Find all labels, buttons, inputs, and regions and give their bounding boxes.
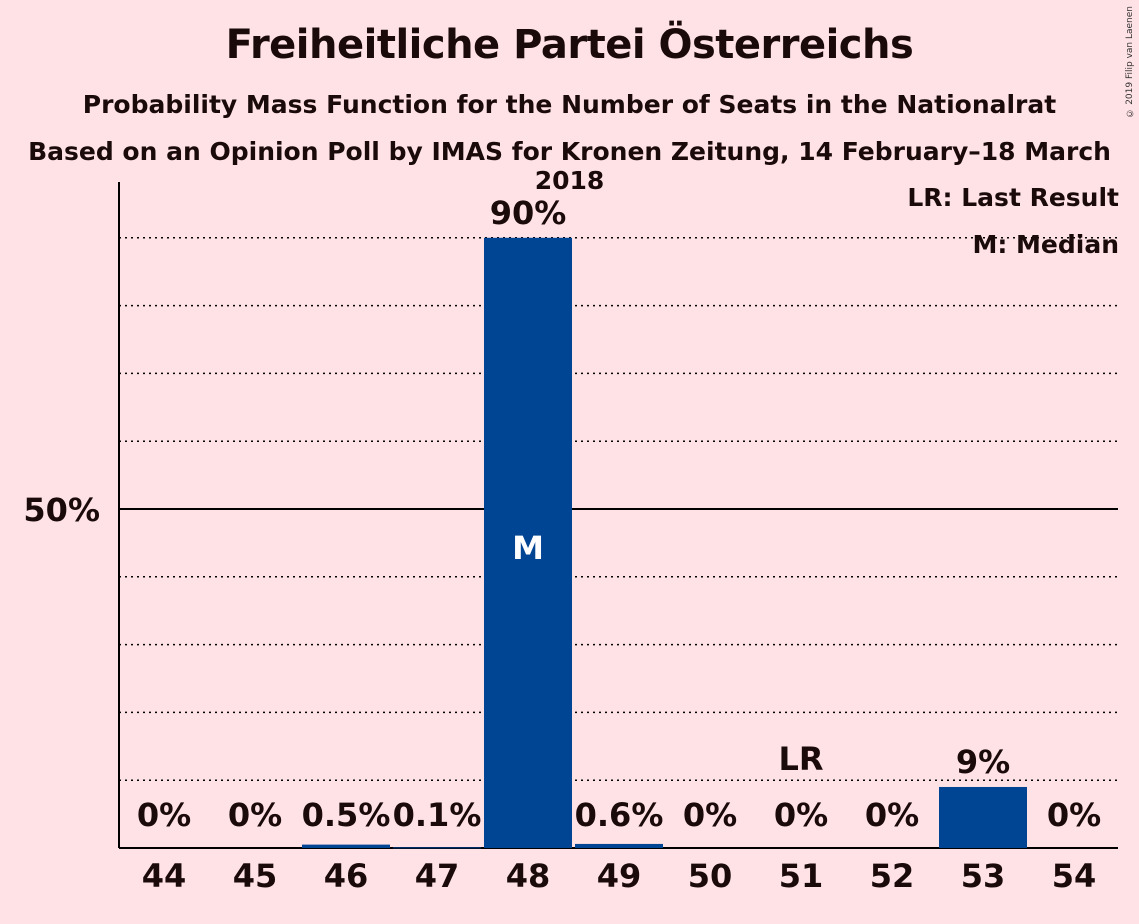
legend-median: M: Median xyxy=(972,230,1119,259)
x-tick-label-53: 53 xyxy=(961,857,1006,895)
x-tick-label-49: 49 xyxy=(597,857,642,895)
bar-47 xyxy=(393,847,481,849)
x-tick-label-50: 50 xyxy=(688,857,733,895)
data-label-46: 0.5% xyxy=(302,796,391,834)
data-label-47: 0.1% xyxy=(393,796,482,834)
data-label-50: 0% xyxy=(683,796,737,834)
bar-48 xyxy=(484,237,572,849)
bar-46 xyxy=(302,844,390,848)
median-marker: M xyxy=(512,529,544,567)
bar-49 xyxy=(575,843,663,848)
chart-source-line: Based on an Opinion Poll by IMAS for Kro… xyxy=(28,137,1111,195)
bar-53 xyxy=(939,786,1027,848)
y-tick-label: 50% xyxy=(23,491,100,529)
data-label-44: 0% xyxy=(137,796,191,834)
data-label-48: 90% xyxy=(490,194,567,232)
data-label-52: 0% xyxy=(865,796,919,834)
x-tick-label-46: 46 xyxy=(324,857,369,895)
data-label-54: 0% xyxy=(1047,796,1101,834)
chart-title: Freiheitliche Partei Österreichs xyxy=(225,22,914,68)
x-tick-label-52: 52 xyxy=(870,857,915,895)
data-label-49: 0.6% xyxy=(575,796,664,834)
legend-last-result: LR: Last Result xyxy=(907,183,1119,212)
x-tick-label-47: 47 xyxy=(415,857,460,895)
x-tick-label-54: 54 xyxy=(1052,857,1097,895)
x-tick-label-51: 51 xyxy=(779,857,824,895)
last-result-marker: LR xyxy=(778,740,823,778)
data-label-51: 0% xyxy=(774,796,828,834)
x-tick-label-44: 44 xyxy=(142,857,187,895)
chart-subtitle: Probability Mass Function for the Number… xyxy=(82,90,1057,119)
data-label-45: 0% xyxy=(228,796,282,834)
data-label-53: 9% xyxy=(956,743,1010,781)
x-tick-label-45: 45 xyxy=(233,857,278,895)
x-tick-label-48: 48 xyxy=(506,857,551,895)
